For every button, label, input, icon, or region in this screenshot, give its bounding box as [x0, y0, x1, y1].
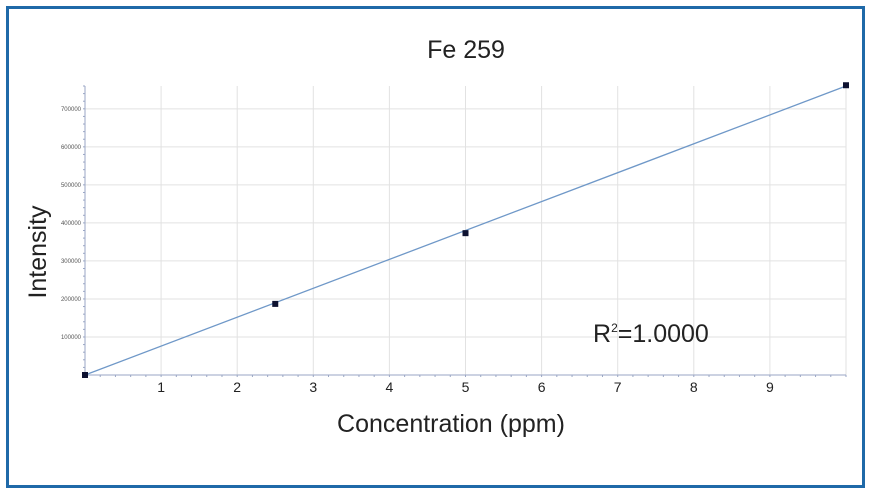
x-tick-label: 1 — [157, 379, 165, 395]
x-tick-label: 5 — [462, 379, 470, 395]
y-tick-label: 100000 — [61, 335, 82, 341]
grid — [85, 86, 847, 375]
r-squared-annotation: R2=1.0000 — [593, 320, 709, 348]
data-point — [82, 372, 88, 378]
r-squared-value: =1.0000 — [618, 320, 709, 348]
data-point — [272, 300, 279, 307]
y-tick-label: 200000 — [61, 297, 82, 303]
x-tick-label: 6 — [538, 379, 546, 395]
data-point — [843, 82, 849, 89]
data-point — [462, 230, 469, 237]
x-tick-label: 2 — [233, 379, 241, 395]
y-tick-label: 300000 — [61, 259, 82, 265]
x-tick-label: 3 — [309, 379, 317, 395]
data-points — [82, 82, 849, 378]
x-axis-label: Concentration (ppm) — [337, 410, 565, 438]
y-tick-labels: 100000 200000 300000 400000 500000 600000 7000… — [61, 107, 82, 341]
chart-frame — [6, 6, 865, 488]
x-tick-label: 4 — [386, 379, 394, 395]
y-tick-label: 500000 — [61, 183, 82, 189]
y-tick-label: 700000 — [61, 107, 82, 113]
x-tick-label: 7 — [614, 379, 622, 395]
y-tick-label: 600000 — [61, 145, 82, 151]
x-tick-labels: 1 2 3 4 5 6 7 8 9 — [157, 379, 774, 395]
x-tick-label: 9 — [766, 379, 774, 395]
r-squared-exponent: 2 — [611, 321, 618, 335]
chart-title: Fe 259 — [427, 36, 505, 64]
y-axis-label: Intensity — [24, 205, 52, 299]
y-tick-label: 400000 — [61, 221, 82, 227]
x-tick-label: 8 — [690, 379, 698, 395]
r-squared-base: R — [593, 320, 611, 348]
